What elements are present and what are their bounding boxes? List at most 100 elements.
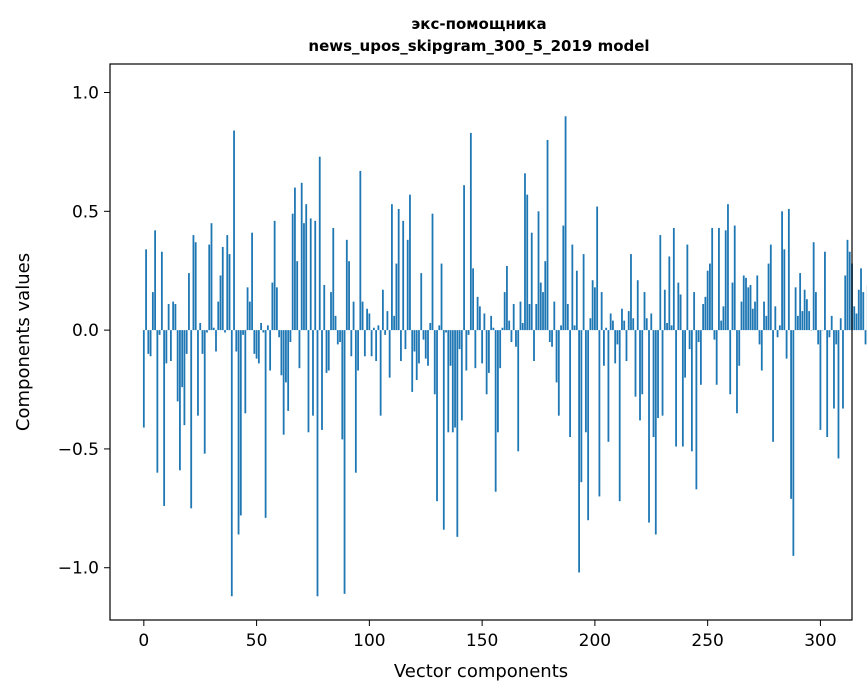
bar-302 — [824, 251, 826, 331]
bar-222 — [643, 292, 646, 331]
bar-198 — [589, 318, 592, 331]
bar-38 — [228, 254, 231, 331]
bar-202 — [598, 330, 601, 497]
bar-143 — [465, 330, 468, 371]
bar-206 — [607, 330, 610, 442]
y-tick-label: −0.5 — [58, 440, 99, 460]
bar-12 — [169, 330, 172, 362]
bar-298 — [815, 292, 817, 331]
bar-8 — [160, 251, 163, 331]
bar-261 — [731, 282, 734, 331]
x-tick-label: 200 — [579, 631, 611, 651]
bar-212 — [621, 308, 623, 331]
bar-141 — [460, 330, 463, 421]
bar-299 — [817, 330, 820, 345]
bar-304 — [828, 330, 831, 338]
bar-285 — [785, 330, 788, 359]
bar-59 — [275, 287, 278, 331]
bar-309 — [839, 318, 842, 331]
bar-125 — [424, 330, 427, 359]
bar-30 — [210, 223, 213, 331]
bar-130 — [436, 330, 438, 502]
bar-40 — [233, 130, 235, 331]
bar-101 — [370, 330, 373, 357]
bar-71 — [303, 223, 305, 331]
bar-291 — [799, 273, 802, 331]
bar-286 — [787, 208, 790, 331]
bar-173 — [533, 330, 535, 362]
bar-207 — [609, 313, 612, 331]
x-tick-label: 50 — [246, 631, 268, 651]
bar-307 — [835, 330, 838, 345]
bar-154 — [490, 315, 493, 331]
bar-290 — [796, 315, 799, 331]
bar-250 — [706, 270, 709, 331]
bar-257 — [722, 306, 725, 331]
bar-163 — [510, 330, 513, 342]
bar-77 — [316, 330, 319, 597]
bar-92 — [350, 330, 353, 357]
bar-11 — [167, 303, 170, 331]
bar-102 — [372, 327, 375, 331]
bar-139 — [456, 330, 459, 537]
bar-278 — [769, 244, 772, 331]
bar-76 — [314, 220, 317, 331]
bar-46 — [246, 287, 249, 331]
bar-34 — [219, 275, 222, 331]
bar-66 — [291, 213, 294, 331]
bar-123 — [420, 273, 423, 331]
bar-219 — [636, 280, 639, 331]
bar-210 — [616, 330, 619, 345]
bar-42 — [237, 330, 240, 535]
bar-231 — [663, 289, 666, 331]
bar-27 — [203, 330, 206, 454]
bar-311 — [844, 275, 847, 331]
bar-259 — [727, 204, 729, 331]
bar-63 — [285, 330, 287, 383]
bar-96 — [359, 170, 362, 331]
bar-176 — [539, 282, 542, 331]
bar-13 — [172, 301, 175, 331]
bar-9 — [163, 330, 166, 506]
bar-48 — [251, 232, 253, 331]
bar-134 — [445, 330, 447, 333]
bar-216 — [630, 254, 632, 331]
bar-275 — [763, 301, 765, 331]
bar-201 — [596, 206, 599, 331]
bar-161 — [506, 265, 508, 331]
bar-277 — [767, 263, 770, 331]
bar-37 — [226, 235, 229, 331]
bar-292 — [801, 311, 804, 331]
bar-197 — [587, 330, 590, 521]
bar-268 — [747, 287, 750, 331]
bar-47 — [248, 301, 251, 331]
bar-58 — [273, 220, 276, 331]
y-axis-label: Components values — [13, 253, 34, 431]
bar-25 — [199, 322, 202, 331]
bar-289 — [794, 287, 797, 331]
bar-145 — [469, 132, 472, 331]
bar-1 — [145, 249, 147, 331]
bar-246 — [697, 330, 700, 342]
bar-240 — [684, 330, 686, 378]
bar-238 — [679, 294, 682, 331]
bar-98 — [363, 330, 366, 357]
bar-150 — [481, 330, 484, 364]
bar-230 — [661, 330, 664, 416]
bar-147 — [474, 330, 477, 369]
bar-251 — [709, 263, 711, 331]
bar-132 — [440, 263, 443, 331]
y-axis-ticks: −1.0 −0.5 0.0 0.5 1.0 — [58, 84, 110, 579]
bar-84 — [332, 227, 335, 331]
bar-303 — [826, 330, 829, 438]
bar-317 — [857, 289, 860, 331]
bar-190 — [571, 244, 574, 331]
bar-306 — [833, 330, 835, 409]
bar-225 — [650, 313, 653, 331]
bar-152 — [485, 330, 488, 395]
bar-137 — [451, 330, 454, 433]
bar-32 — [215, 330, 217, 352]
bar-14 — [174, 303, 177, 331]
bar-294 — [805, 299, 808, 331]
